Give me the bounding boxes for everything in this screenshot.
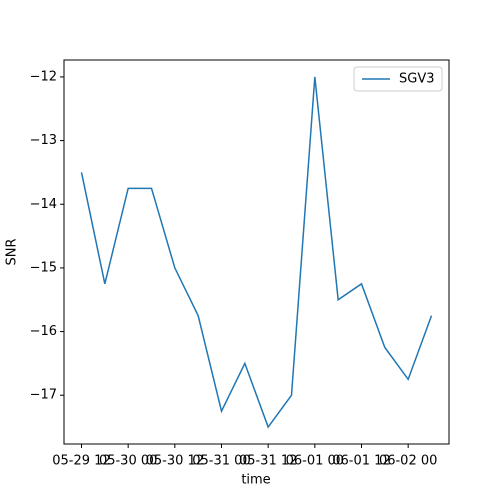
- y-tick-label: −12: [30, 69, 57, 84]
- data-line: [80, 76, 433, 429]
- x-tick-label: 05-30 12: [146, 454, 204, 469]
- x-tick-label: 05-29 12: [52, 454, 110, 469]
- x-tick-label: 05-30 00: [99, 454, 157, 469]
- x-axis-label: time: [241, 473, 270, 488]
- x-tick-label: 05-31 00: [192, 454, 250, 469]
- y-axis-label: SNR: [5, 238, 20, 265]
- legend-box: [353, 66, 443, 92]
- x-tick-label: 06-01 12: [332, 454, 390, 469]
- y-tick-label: −15: [30, 260, 57, 275]
- x-tick-label: 06-02 00: [379, 454, 437, 469]
- y-tick-label: −17: [30, 388, 57, 403]
- plot-frame: [63, 59, 450, 445]
- y-tick-label: −14: [30, 197, 57, 212]
- y-tick-label: −13: [30, 133, 57, 148]
- legend-label: SGV3: [399, 72, 435, 87]
- y-tick-label: −16: [30, 324, 57, 339]
- x-tick-label: 05-31 12: [239, 454, 297, 469]
- x-tick-label: 06-01 00: [286, 454, 344, 469]
